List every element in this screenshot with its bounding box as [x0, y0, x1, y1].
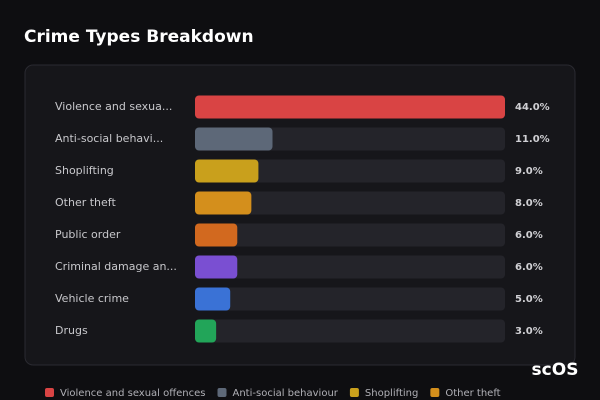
value-label: 11.0%: [515, 134, 550, 145]
bar-track: [195, 319, 505, 343]
bar: [195, 223, 238, 247]
legend-swatch: [217, 388, 227, 397]
bar-track: [195, 255, 505, 279]
category-label: Public order: [55, 228, 121, 241]
chart-title: Crime Types Breakdown: [24, 27, 254, 47]
category-label: Vehicle crime: [55, 292, 129, 305]
legend-label: Violence and sexual offences: [60, 388, 206, 399]
bar: [195, 95, 505, 119]
value-label: 5.0%: [515, 294, 543, 305]
watermark: scOS: [532, 360, 579, 380]
bar-track: [195, 223, 505, 247]
bar: [195, 287, 231, 311]
bar: [195, 255, 238, 279]
legend-label: Anti-social behaviour: [233, 388, 339, 399]
category-label: Criminal damage an...: [55, 260, 177, 273]
bar: [195, 191, 252, 215]
legend-swatch: [349, 388, 359, 397]
category-label: Shoplifting: [55, 164, 114, 177]
value-label: 6.0%: [515, 230, 543, 241]
value-label: 6.0%: [515, 262, 543, 273]
value-label: 44.0%: [515, 102, 550, 113]
bar-track: [195, 287, 505, 311]
value-label: 3.0%: [515, 326, 543, 337]
category-label: Drugs: [55, 324, 88, 337]
value-label: 9.0%: [515, 166, 543, 177]
value-label: 8.0%: [515, 198, 543, 209]
legend-swatch: [430, 388, 440, 397]
bar: [195, 159, 259, 183]
category-label: Other theft: [55, 196, 116, 209]
category-label: Violence and sexua...: [55, 100, 172, 113]
legend-swatch: [45, 388, 54, 397]
bar-track: [195, 159, 505, 183]
bar: [195, 319, 217, 343]
legend-label: Shoplifting: [365, 388, 418, 399]
bar: [195, 127, 273, 151]
legend-label: Other theft: [445, 388, 500, 399]
category-label: Anti-social behavi...: [55, 132, 163, 145]
bar-track: [195, 191, 505, 215]
